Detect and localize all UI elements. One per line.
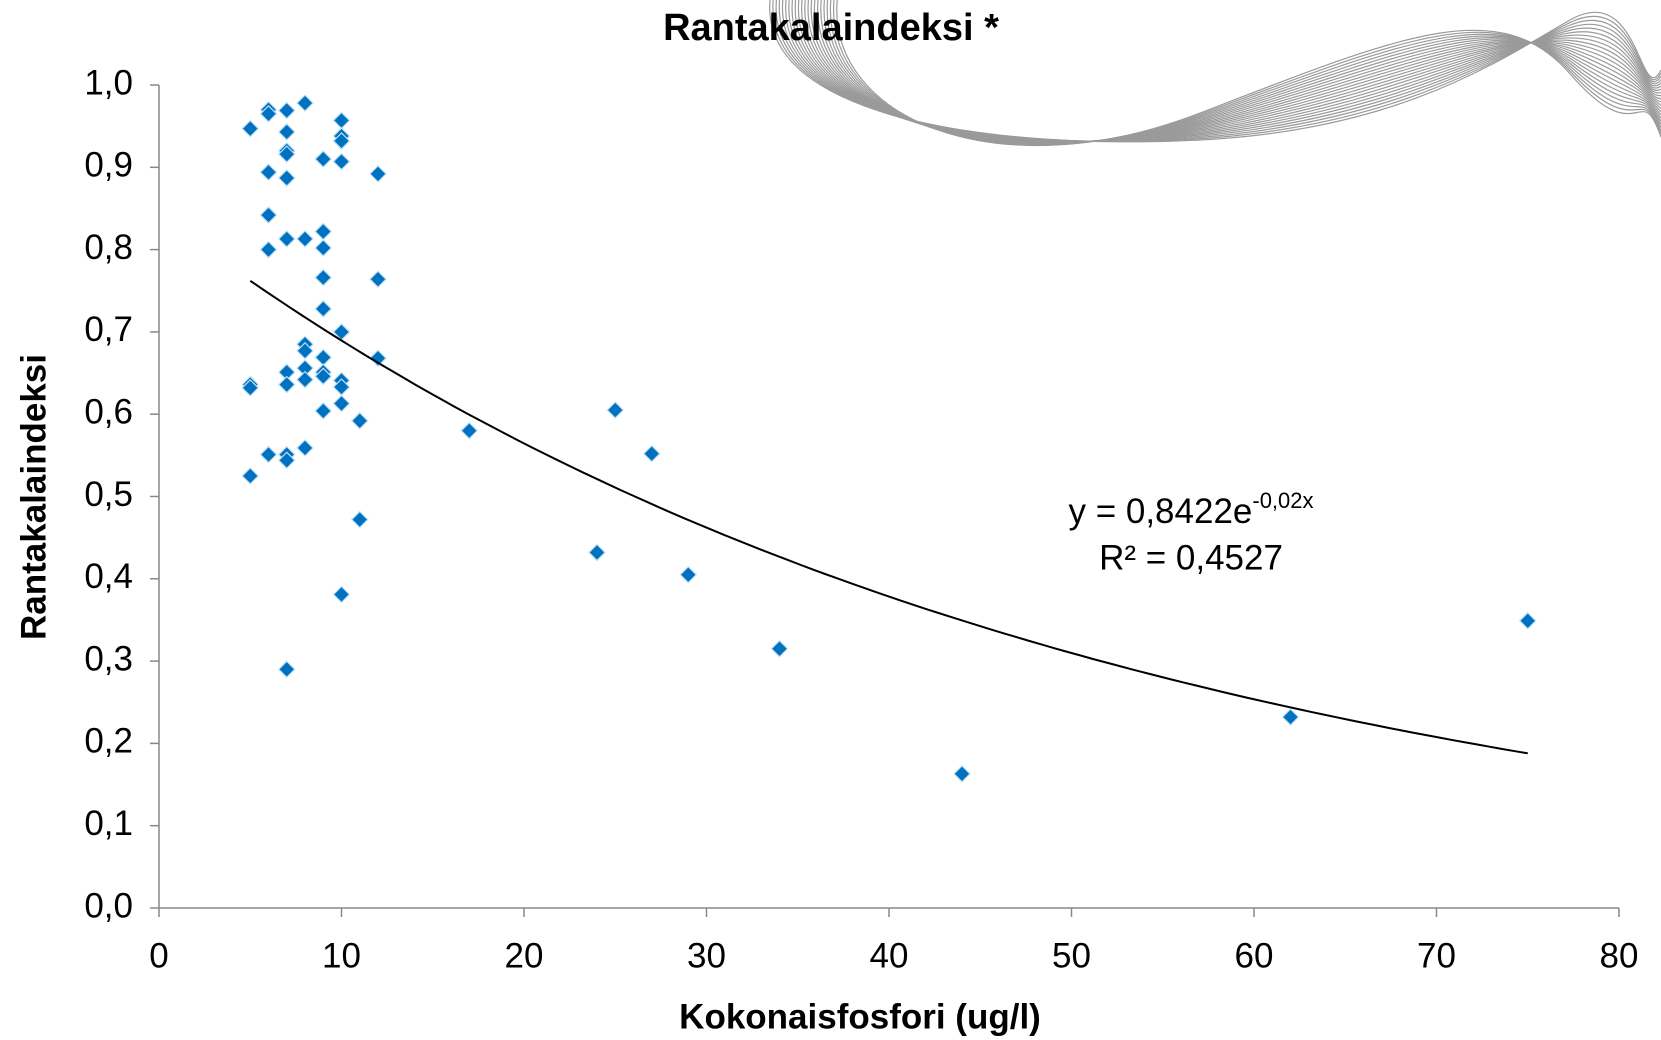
point: [588, 543, 606, 562]
point: [369, 165, 387, 183]
point: [1518, 611, 1537, 630]
x-tick-label: 30: [687, 936, 726, 975]
y-axis-title: Rantakalaindeksi: [14, 354, 53, 640]
y-tick-label: 0,8: [84, 228, 133, 267]
point: [314, 300, 333, 318]
point: [314, 348, 333, 367]
chart-title: Rantakalaindeksi *: [663, 7, 999, 49]
x-tick-label: 10: [322, 936, 361, 975]
point: [314, 150, 333, 168]
x-tick-label: 40: [870, 936, 909, 975]
y-tick-label: 0,9: [84, 146, 133, 185]
point: [241, 119, 260, 138]
r-squared: R² = 0,4527: [1099, 538, 1283, 577]
point: [277, 375, 296, 394]
point: [460, 421, 479, 440]
point: [296, 341, 314, 360]
point: [259, 163, 278, 182]
point: [1281, 708, 1300, 726]
point: [296, 370, 314, 389]
y-tick-label: 0,2: [84, 722, 133, 761]
point: [314, 402, 333, 420]
point: [277, 169, 296, 187]
x-tick-label: 70: [1417, 936, 1456, 975]
point: [332, 152, 351, 171]
point: [642, 444, 661, 463]
y-tick-label: 0,6: [84, 392, 133, 431]
point: [259, 104, 278, 123]
point: [350, 510, 369, 529]
point: [369, 349, 387, 368]
point: [314, 367, 333, 386]
x-tick-label: 60: [1235, 936, 1274, 975]
equation-exponent: -0,02x: [1252, 488, 1313, 513]
point: [296, 439, 314, 457]
point: [259, 445, 278, 464]
point: [241, 379, 260, 397]
x-axis-title: Kokonaisfosfori (ug/l): [679, 997, 1041, 1036]
x-tick-label: 50: [1052, 936, 1091, 975]
point: [314, 239, 333, 257]
point: [332, 111, 351, 130]
point: [314, 222, 333, 241]
x-tick-label: 0: [149, 936, 168, 975]
point: [606, 401, 625, 419]
point: [277, 145, 296, 163]
y-tick-label: 0,3: [84, 639, 133, 678]
point: [679, 565, 698, 584]
point: [369, 270, 387, 289]
y-tick-label: 0,4: [84, 557, 133, 596]
trend-equation: y = 0,8422e-0,02x: [1068, 488, 1313, 531]
decor-wave: [836, 0, 1661, 146]
point: [296, 230, 314, 248]
point: [332, 132, 351, 150]
point: [332, 585, 351, 604]
point: [350, 411, 369, 430]
y-tick-label: 0,0: [84, 886, 133, 925]
y-tick-label: 1,0: [84, 63, 133, 102]
point: [314, 268, 333, 287]
point: [277, 101, 296, 120]
point: [259, 206, 278, 224]
decoration: [769, 0, 1661, 146]
x-tick-label: 80: [1600, 936, 1639, 975]
y-tick-label: 0,7: [84, 310, 133, 349]
point: [241, 467, 260, 485]
point: [332, 394, 351, 413]
trendline: [249, 279, 1528, 755]
x-tick-label: 20: [505, 936, 544, 975]
point: [277, 660, 296, 679]
point: [277, 230, 296, 248]
y-tick-label: 0,5: [84, 475, 133, 514]
equation-base: y = 0,8422e: [1068, 492, 1252, 531]
y-tick-label: 0,1: [84, 804, 133, 843]
point: [296, 94, 314, 112]
point: [953, 765, 971, 783]
point: [277, 123, 296, 141]
point: [259, 240, 278, 259]
point: [770, 639, 789, 658]
point: [277, 451, 296, 470]
